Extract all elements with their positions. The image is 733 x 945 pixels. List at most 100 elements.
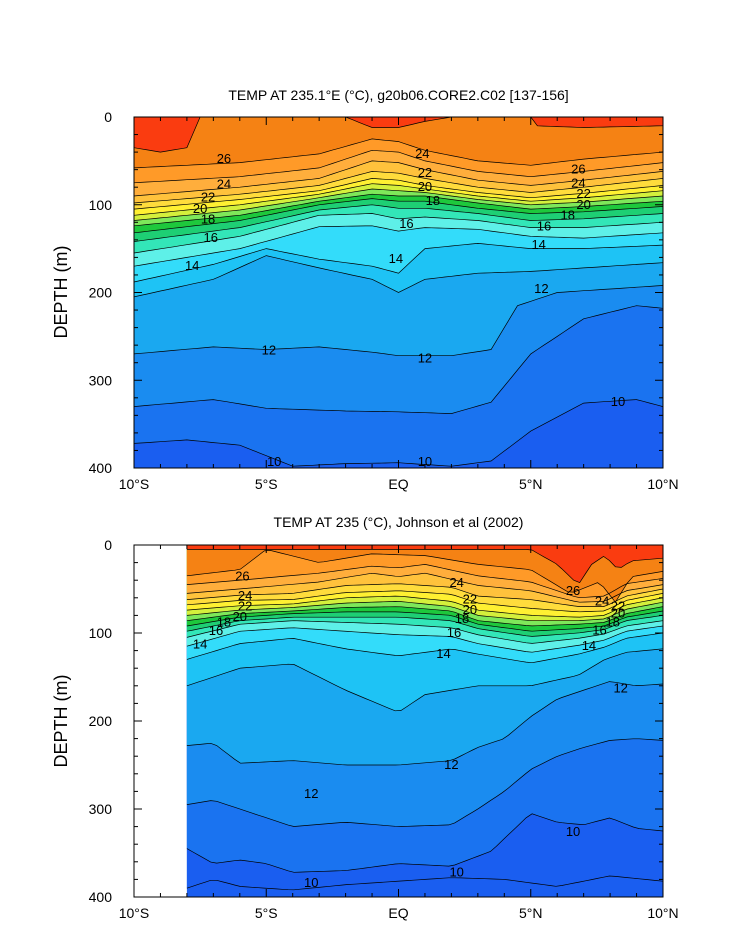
- contour-label: 26: [566, 583, 580, 598]
- contour-label: 18: [455, 611, 469, 626]
- x-tick-label: 10°N: [647, 905, 678, 921]
- contour-label: 16: [203, 230, 217, 245]
- isotherm-line: [134, 183, 663, 216]
- y-tick-label: 100: [89, 625, 113, 641]
- y-tick-label: 300: [89, 372, 113, 388]
- isotherm-line: [134, 138, 663, 169]
- contour-label: 12: [534, 281, 548, 296]
- isotherm-line: [134, 285, 663, 357]
- y-tick-label: 400: [89, 460, 113, 476]
- contour-label: 14: [582, 638, 596, 653]
- x-tick-label: 5°N: [519, 905, 543, 921]
- isotherm-line: [134, 243, 663, 283]
- isotherm-line: [186, 583, 663, 607]
- contour-label: 18: [606, 614, 620, 629]
- isotherm-line: [186, 606, 663, 627]
- isotherm-line: [186, 572, 663, 603]
- isotherm-line: [186, 564, 663, 599]
- contour-label: 14: [193, 636, 207, 651]
- isotherm-line: [186, 615, 663, 637]
- isotherm-line: [134, 213, 663, 254]
- isotherm-line: [186, 620, 663, 644]
- contour-label: 10: [304, 875, 318, 890]
- panel-obs-ticks: 10°S 5°S EQ 5°N 10°N 0 100 200 300 400: [89, 537, 679, 921]
- panel-model-contour-lines: [134, 117, 663, 467]
- contour-label: 22: [418, 165, 432, 180]
- isotherm-line: [134, 188, 663, 221]
- contour-label: 20: [463, 602, 477, 617]
- isotherm-line: [186, 590, 663, 613]
- contour-label: 12: [262, 342, 276, 357]
- contour-label: 24: [571, 176, 585, 191]
- contour-label: 10: [449, 864, 463, 879]
- contour-label: 14: [389, 251, 403, 266]
- isotherm-line: [134, 198, 663, 234]
- x-tick-label: 5°N: [519, 476, 543, 492]
- isotherm-line: [134, 178, 663, 210]
- contour-label: 10: [267, 454, 281, 469]
- isotherm-line: [186, 632, 663, 664]
- x-tick-label: 10°N: [647, 476, 678, 492]
- contour-label: 26: [217, 151, 231, 166]
- isotherm-line: [186, 601, 663, 622]
- panel-model-ylabel: DEPTH (m): [51, 246, 71, 339]
- panel-obs-ylabel: DEPTH (m): [51, 675, 71, 768]
- contour-label: 12: [418, 350, 432, 365]
- panel-model-ticks: 10°S 5°S EQ 5°N 10°N 0 100 200 300 400: [89, 109, 679, 492]
- contour-label: 20: [418, 179, 432, 194]
- contour-label: 24: [415, 146, 429, 161]
- isotherm-line: [186, 738, 663, 827]
- isotherm-line: [134, 149, 663, 184]
- isotherm-line: [134, 117, 663, 153]
- panel-obs-title: TEMP AT 235 (°C), Johnson et al (2002): [274, 514, 524, 530]
- contour-label: 18: [561, 207, 575, 222]
- contour-label: 22: [611, 599, 625, 614]
- contour-label: 22: [463, 592, 477, 607]
- x-tick-label: 10°S: [119, 905, 150, 921]
- contour-label: 26: [571, 162, 585, 177]
- y-tick-label: 200: [89, 713, 113, 729]
- contour-label: 12: [304, 786, 318, 801]
- contour-label: 22: [238, 599, 252, 614]
- panel-obs-plot: [186, 545, 663, 897]
- contour-label: 16: [209, 623, 223, 638]
- contour-label: 24: [238, 588, 252, 603]
- contour-label: 10: [418, 454, 432, 469]
- temperature-band: [134, 117, 663, 168]
- y-tick-label: 100: [89, 197, 113, 213]
- y-tick-label: 0: [104, 537, 112, 553]
- contour-label: 14: [185, 258, 199, 273]
- isotherm-line: [134, 305, 663, 414]
- panel-model-contour-labels: 2624222018161424222018161426242220181614…: [185, 146, 625, 469]
- x-tick-label: EQ: [388, 476, 408, 492]
- contour-label: 24: [217, 177, 231, 192]
- contour-label: 20: [233, 609, 247, 624]
- y-tick-label: 400: [89, 889, 113, 905]
- isotherm-line: [134, 255, 663, 298]
- panel-obs: TEMP AT 235 (°C), Johnson et al (2002) 2…: [51, 514, 679, 921]
- contour-label: 24: [449, 575, 463, 590]
- isotherm-line: [186, 610, 663, 632]
- isotherm-line: [134, 171, 663, 204]
- isotherm-line: [186, 625, 663, 653]
- x-tick-label: 5°S: [255, 905, 278, 921]
- contour-label: 12: [444, 757, 458, 772]
- contour-label: 18: [426, 193, 440, 208]
- contour-label: 14: [436, 646, 450, 661]
- y-tick-label: 300: [89, 801, 113, 817]
- isotherm-line: [186, 875, 663, 891]
- isotherm-line: [186, 595, 663, 618]
- contour-label: 12: [613, 680, 627, 695]
- contour-label: 16: [592, 622, 606, 637]
- x-tick-label: 5°S: [255, 476, 278, 492]
- isotherm-line: [134, 204, 663, 242]
- contour-label: 20: [193, 201, 207, 216]
- contour-label: 16: [399, 216, 413, 231]
- isotherm-line: [134, 160, 663, 197]
- contour-label: 26: [235, 569, 249, 584]
- contour-label: 20: [611, 606, 625, 621]
- contour-label: 18: [201, 212, 215, 227]
- contour-label: 22: [576, 186, 590, 201]
